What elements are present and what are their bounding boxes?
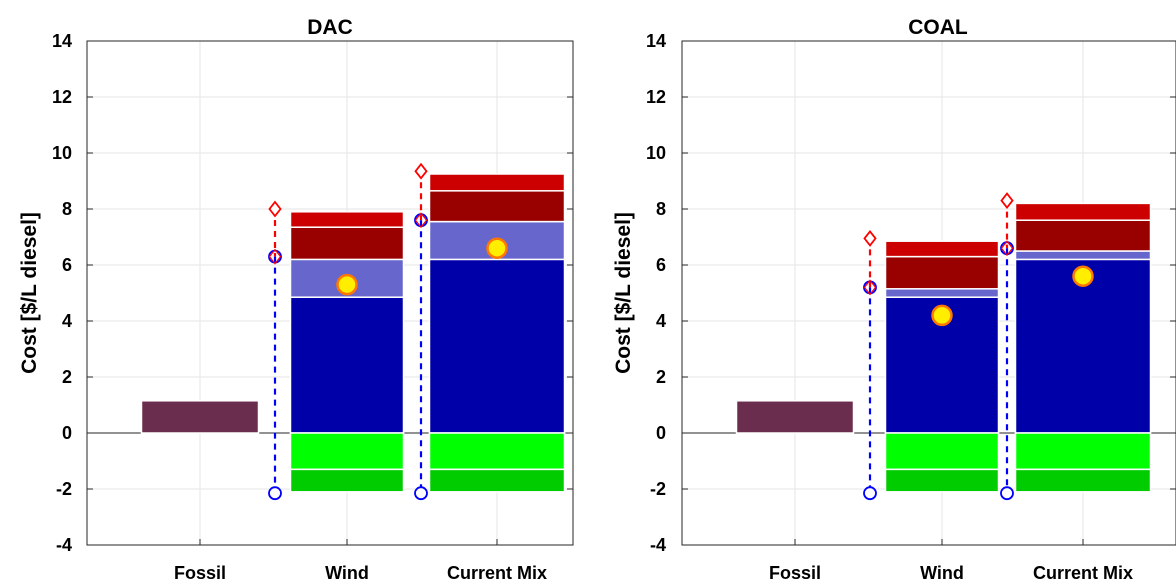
bar-segment-2-5 bbox=[428, 468, 566, 493]
mid-marker-diamond bbox=[1000, 240, 1014, 257]
bar-segment-2-4 bbox=[1014, 432, 1152, 471]
y-tick-label: 12 bbox=[646, 87, 666, 107]
mid-marker-diamond bbox=[268, 248, 282, 265]
bar-segment-2-3 bbox=[428, 173, 566, 192]
y-tick-label: 2 bbox=[62, 367, 72, 387]
y-tick-label: 10 bbox=[646, 143, 666, 163]
y-tick-label: 0 bbox=[62, 423, 72, 443]
net-cost-point bbox=[931, 304, 953, 327]
y-tick-label: 8 bbox=[656, 199, 666, 219]
lower-marker-circle bbox=[1000, 486, 1014, 501]
y-tick-label: 2 bbox=[656, 367, 666, 387]
bar-segment-1-2 bbox=[884, 255, 1000, 290]
bar-segment-1-4 bbox=[289, 432, 405, 471]
y-tick-label: 4 bbox=[656, 311, 666, 331]
y-tick-label: -2 bbox=[650, 479, 666, 499]
bar-segment-2-2 bbox=[428, 190, 566, 223]
chart-title: DAC bbox=[307, 16, 353, 39]
x-tick-label: Wind bbox=[920, 563, 964, 583]
y-tick-label: 10 bbox=[52, 143, 72, 163]
bar-segment-1-5 bbox=[884, 468, 1000, 493]
net-cost-point bbox=[486, 237, 508, 259]
bar-segment-2-1 bbox=[1014, 250, 1152, 261]
bar-segment-2-2 bbox=[1014, 219, 1152, 252]
bar-segment-1-2 bbox=[289, 226, 405, 261]
chart-dac: -4 -2 0 2 4 6 8 10 12 14 Fossil Wind Current Mix DAC C… bbox=[18, 16, 574, 583]
lower-marker-circle bbox=[863, 486, 877, 501]
y-tick-label: 8 bbox=[62, 199, 72, 219]
bar-segment-1-4 bbox=[884, 432, 1000, 471]
y-axis-label: Cost [$/L diesel] bbox=[612, 212, 635, 374]
y-tick-label: -2 bbox=[56, 479, 72, 499]
axes-box bbox=[86, 40, 574, 546]
net-cost-point bbox=[336, 273, 358, 296]
y-tick-label: 14 bbox=[52, 31, 72, 51]
upper-marker-diamond bbox=[863, 229, 877, 247]
bar-segment-0-0 bbox=[735, 400, 855, 434]
upper-marker-diamond bbox=[268, 200, 282, 218]
chart-coal: -4 -2 0 2 4 6 8 10 12 14 Fossil Wind Current Mix COAL… bbox=[612, 16, 1176, 583]
bar-segment-1-1 bbox=[884, 288, 1000, 298]
bar-segment-1-3 bbox=[884, 240, 1000, 258]
upper-marker-diamond bbox=[414, 162, 428, 180]
bar-segment-2-3 bbox=[1014, 202, 1152, 221]
bar-segment-2-0 bbox=[1014, 258, 1152, 434]
bar-segment-1-0 bbox=[289, 296, 405, 434]
x-tick-label: Fossil bbox=[174, 563, 226, 583]
y-tick-label: 4 bbox=[62, 311, 72, 331]
y-tick-label: 0 bbox=[656, 423, 666, 443]
bar-segment-2-0 bbox=[428, 258, 566, 434]
x-tick-label: Wind bbox=[325, 563, 369, 583]
chart-title: COAL bbox=[908, 16, 968, 39]
y-tick-label: 6 bbox=[62, 255, 72, 275]
bar-segment-2-5 bbox=[1014, 468, 1152, 493]
mid-marker-diamond bbox=[414, 212, 428, 229]
x-tick-label: Current Mix bbox=[1033, 563, 1133, 583]
y-axis-label: Cost [$/L diesel] bbox=[18, 212, 41, 374]
upper-marker-diamond bbox=[1000, 192, 1014, 210]
net-cost-point bbox=[1072, 265, 1094, 287]
lower-marker-circle bbox=[414, 486, 428, 501]
y-tick-label: -4 bbox=[650, 535, 666, 555]
mid-marker-diamond bbox=[863, 279, 877, 296]
y-tick-label: 14 bbox=[646, 31, 666, 51]
x-tick-label: Fossil bbox=[769, 563, 821, 583]
lower-marker-circle bbox=[268, 486, 282, 501]
y-tick-label: 12 bbox=[52, 87, 72, 107]
bar-segment-2-4 bbox=[428, 432, 566, 471]
bar-segment-0-0 bbox=[140, 400, 260, 434]
axes-box bbox=[681, 40, 1176, 546]
bar-segment-1-5 bbox=[289, 468, 405, 493]
y-tick-label: 6 bbox=[656, 255, 666, 275]
bar-segment-1-3 bbox=[289, 211, 405, 228]
y-tick-label: -4 bbox=[56, 535, 72, 555]
x-tick-label: Current Mix bbox=[447, 563, 547, 583]
